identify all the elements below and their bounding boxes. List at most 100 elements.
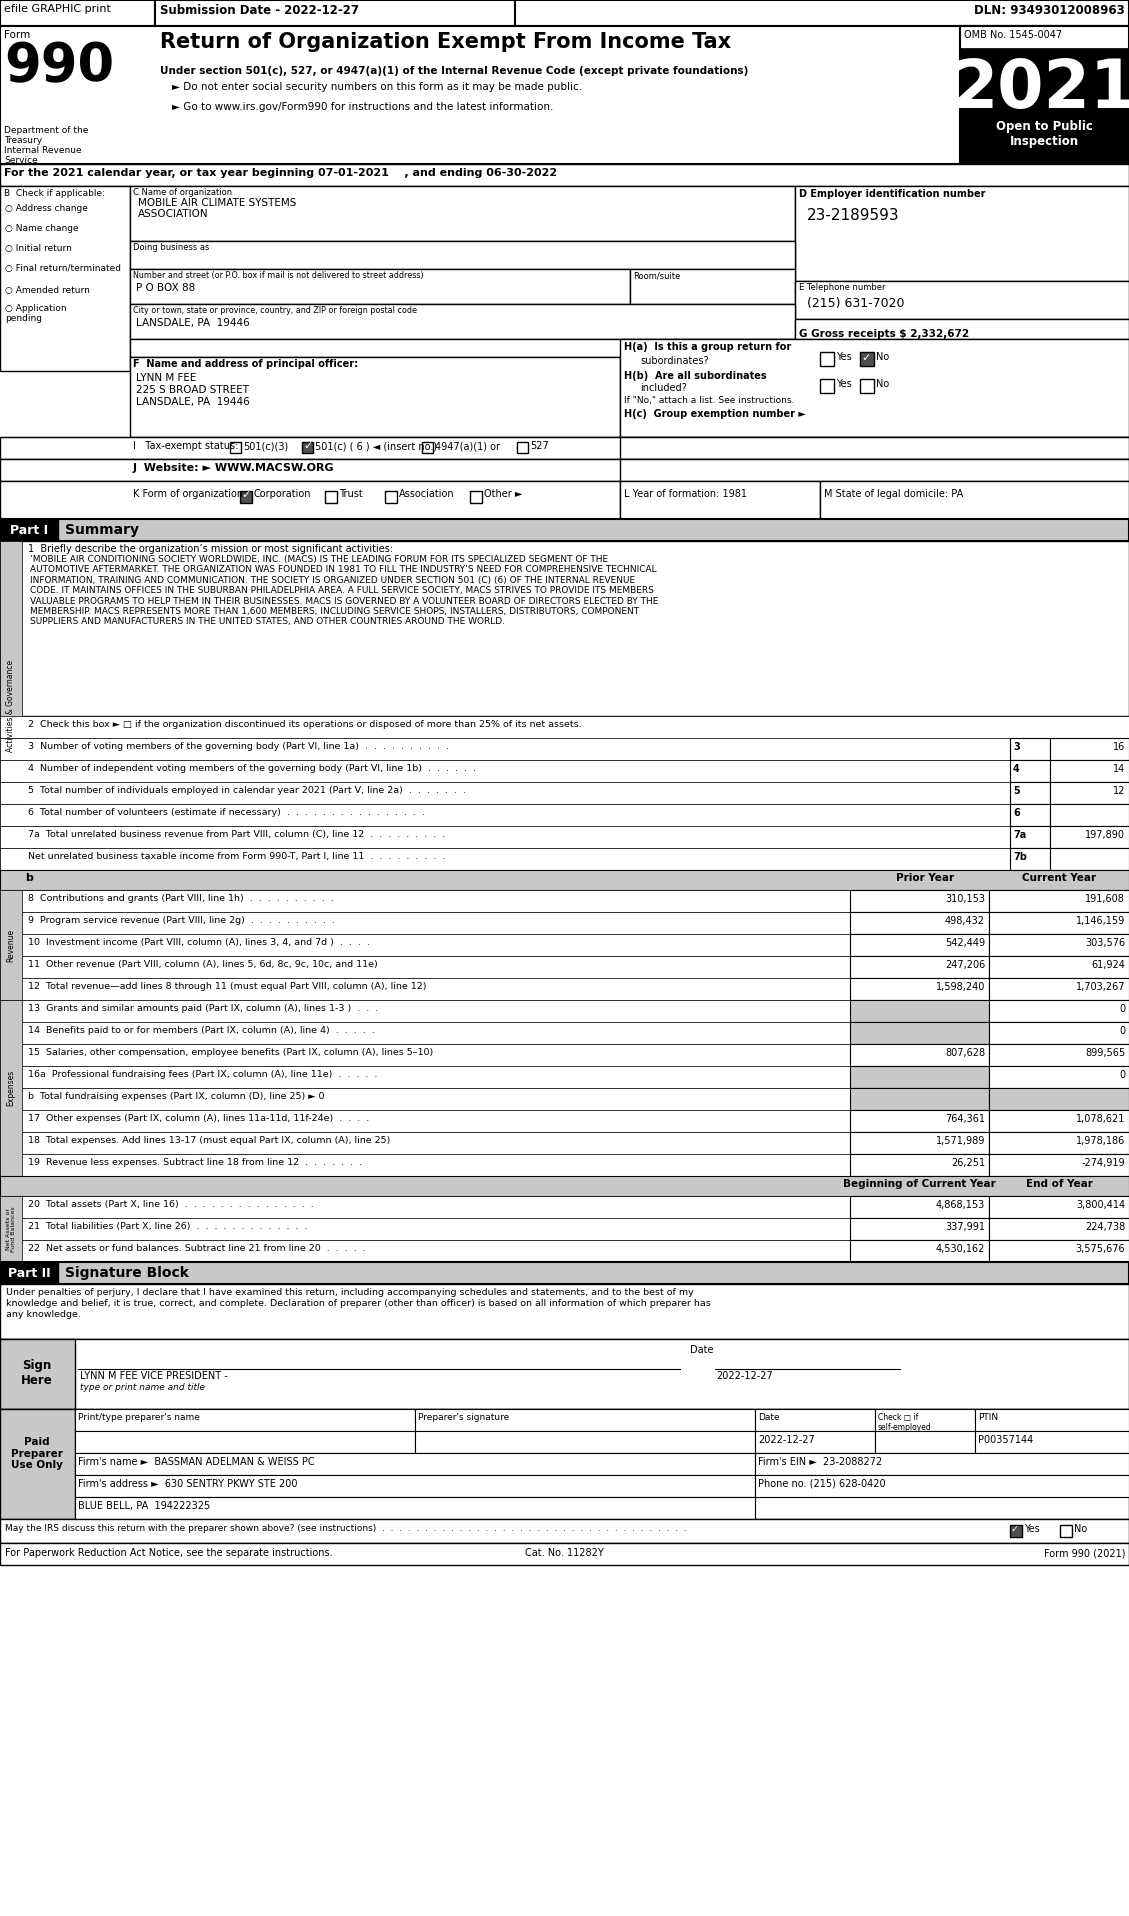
Text: K Form of organization:: K Form of organization:: [133, 489, 246, 498]
Text: Current Year: Current Year: [1022, 874, 1096, 883]
Bar: [989, 1219, 1129, 1240]
Text: 1,571,989: 1,571,989: [936, 1136, 984, 1146]
Bar: [0, 1240, 1129, 1263]
Bar: [1010, 782, 1050, 805]
Bar: [989, 933, 1129, 956]
Bar: [989, 1240, 1129, 1263]
Text: LYNN M FEE: LYNN M FEE: [135, 374, 196, 383]
Text: 8  Contributions and grants (Part VIII, line 1h)  .  .  .  .  .  .  .  .  .  .: 8 Contributions and grants (Part VIII, l…: [28, 895, 334, 902]
Bar: [0, 540, 21, 870]
Bar: [0, 1219, 1129, 1240]
Text: ○ Name change: ○ Name change: [5, 224, 79, 234]
Bar: [0, 27, 1129, 165]
Bar: [0, 1542, 1129, 1565]
Text: 807,628: 807,628: [945, 1048, 984, 1058]
Text: P O BOX 88: P O BOX 88: [135, 284, 195, 293]
Bar: [0, 519, 58, 540]
Bar: [0, 1153, 1129, 1176]
Text: 1,598,240: 1,598,240: [936, 983, 984, 992]
Text: H(c)  Group exemption number ►: H(c) Group exemption number ►: [624, 408, 806, 420]
Bar: [960, 48, 1129, 165]
Bar: [860, 379, 874, 393]
Text: Date: Date: [690, 1345, 714, 1355]
Text: 1,146,159: 1,146,159: [1076, 916, 1124, 925]
Bar: [850, 933, 989, 956]
Bar: [517, 443, 528, 452]
Bar: [755, 1475, 1129, 1496]
Bar: [850, 956, 989, 977]
Bar: [989, 956, 1129, 977]
Bar: [0, 0, 1129, 27]
Bar: [1050, 805, 1129, 826]
Bar: [850, 1088, 989, 1109]
Bar: [0, 870, 1129, 891]
Bar: [989, 1153, 1129, 1176]
Bar: [0, 0, 155, 27]
Bar: [630, 268, 795, 305]
Text: Part II: Part II: [8, 1266, 51, 1280]
Bar: [0, 519, 1129, 540]
Text: 1,703,267: 1,703,267: [1076, 983, 1124, 992]
Text: 16: 16: [1113, 741, 1124, 751]
Bar: [0, 805, 1129, 826]
Text: included?: included?: [640, 383, 686, 393]
Bar: [0, 165, 1129, 186]
Bar: [0, 891, 21, 1000]
Text: 10  Investment income (Part VIII, column (A), lines 3, 4, and 7d )  .  .  .  .: 10 Investment income (Part VIII, column …: [28, 939, 370, 947]
Bar: [620, 460, 1129, 481]
Text: Sign
Here: Sign Here: [21, 1358, 53, 1387]
Bar: [0, 933, 1129, 956]
Text: 0: 0: [1119, 1025, 1124, 1037]
Text: 1,078,621: 1,078,621: [1076, 1113, 1124, 1125]
Text: Signature Block: Signature Block: [65, 1266, 189, 1280]
Text: Yes: Yes: [1024, 1523, 1040, 1535]
Text: Trust: Trust: [339, 489, 362, 498]
Bar: [0, 186, 130, 372]
Bar: [0, 1284, 1129, 1339]
Text: 197,890: 197,890: [1085, 830, 1124, 839]
Text: M State of legal domicile: PA: M State of legal domicile: PA: [824, 489, 963, 498]
Bar: [989, 1000, 1129, 1021]
Text: No: No: [876, 379, 890, 389]
Bar: [1010, 761, 1050, 782]
Bar: [989, 891, 1129, 912]
Bar: [850, 1132, 989, 1153]
Text: H(a)  Is this a group return for: H(a) Is this a group return for: [624, 341, 791, 353]
Bar: [755, 1408, 875, 1431]
Bar: [1010, 1525, 1022, 1537]
Text: Association: Association: [399, 489, 455, 498]
Text: b: b: [25, 874, 33, 883]
Text: If "No," attach a list. See instructions.: If "No," attach a list. See instructions…: [624, 397, 795, 404]
Text: ○ Final return/terminated: ○ Final return/terminated: [5, 264, 121, 272]
Bar: [795, 186, 1129, 282]
Text: For Paperwork Reduction Act Notice, see the separate instructions.: For Paperwork Reduction Act Notice, see …: [5, 1548, 333, 1558]
Text: 61,924: 61,924: [1091, 960, 1124, 969]
Bar: [1010, 849, 1050, 870]
Text: 225 S BROAD STREET: 225 S BROAD STREET: [135, 385, 250, 395]
Bar: [820, 481, 1129, 519]
Text: Submission Date - 2022-12-27: Submission Date - 2022-12-27: [160, 4, 359, 17]
Text: 764,361: 764,361: [945, 1113, 984, 1125]
Bar: [850, 1109, 989, 1132]
Bar: [989, 1132, 1129, 1153]
Bar: [850, 1153, 989, 1176]
Text: 310,153: 310,153: [945, 895, 984, 904]
Text: 19  Revenue less expenses. Subtract line 18 from line 12  .  .  .  .  .  .  .: 19 Revenue less expenses. Subtract line …: [28, 1157, 362, 1167]
Text: ► Go to www.irs.gov/Form990 for instructions and the latest information.: ► Go to www.irs.gov/Form990 for instruct…: [172, 102, 553, 111]
Bar: [0, 956, 1129, 977]
Bar: [415, 1408, 755, 1431]
Text: Room/suite: Room/suite: [633, 270, 681, 280]
Bar: [0, 1088, 1129, 1109]
Text: 3,800,414: 3,800,414: [1076, 1199, 1124, 1211]
Text: 542,449: 542,449: [945, 939, 984, 948]
Bar: [130, 339, 795, 356]
Bar: [230, 443, 240, 452]
Text: 4,530,162: 4,530,162: [936, 1243, 984, 1253]
Text: ASSOCIATION: ASSOCIATION: [138, 209, 209, 218]
Bar: [0, 761, 1129, 782]
Bar: [75, 1475, 755, 1496]
Text: 4947(a)(1) or: 4947(a)(1) or: [435, 441, 500, 450]
Bar: [1050, 826, 1129, 849]
Text: 26,251: 26,251: [951, 1157, 984, 1169]
Bar: [0, 1109, 1129, 1132]
